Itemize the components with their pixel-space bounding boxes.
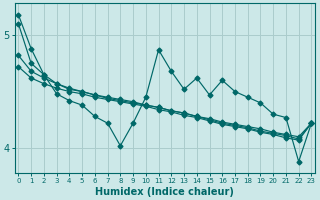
X-axis label: Humidex (Indice chaleur): Humidex (Indice chaleur)	[95, 187, 234, 197]
